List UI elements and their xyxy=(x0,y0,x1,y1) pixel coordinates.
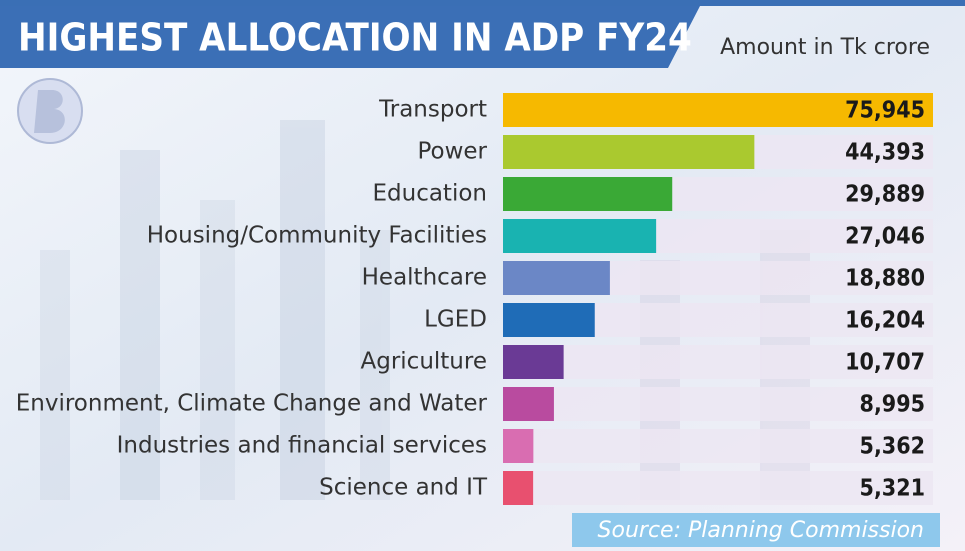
source: Source: Planning Commission xyxy=(598,518,924,543)
category-label: Environment, Climate Change and Water xyxy=(16,391,488,417)
subtitle: Amount in Tk crore xyxy=(720,35,930,60)
value-label: 16,204 xyxy=(845,308,925,334)
bar xyxy=(503,93,933,127)
row-band xyxy=(503,471,933,505)
row-band xyxy=(503,345,933,379)
row-band xyxy=(503,429,933,463)
bar xyxy=(503,219,657,253)
value-label: 75,945 xyxy=(845,98,925,124)
category-label: Healthcare xyxy=(362,265,487,291)
category-label: Science and IT xyxy=(319,475,488,501)
category-label: Transport xyxy=(378,97,487,123)
category-label: Industries and financial services xyxy=(117,433,487,459)
category-label: LGED xyxy=(424,307,487,333)
bar xyxy=(503,429,534,463)
value-label: 18,880 xyxy=(845,266,925,292)
category-label: Education xyxy=(372,181,487,207)
value-label: 27,046 xyxy=(845,224,925,250)
bar xyxy=(503,135,755,169)
bar xyxy=(503,261,610,295)
category-label: Housing/Community Facilities xyxy=(147,223,487,249)
bar xyxy=(503,177,673,211)
value-label: 5,321 xyxy=(860,476,925,502)
bar xyxy=(503,387,554,421)
bar xyxy=(503,345,564,379)
logo-glyph xyxy=(34,90,65,133)
value-label: 10,707 xyxy=(845,350,925,376)
bar xyxy=(503,303,595,337)
chart-title: HIGHEST ALLOCATION IN ADP FY24 xyxy=(18,16,692,60)
value-label: 8,995 xyxy=(860,392,925,418)
top-strip xyxy=(0,0,965,6)
value-label: 44,393 xyxy=(845,140,925,166)
category-label: Power xyxy=(417,139,487,165)
source-box xyxy=(572,513,940,547)
bar xyxy=(503,471,534,505)
category-label: Agriculture xyxy=(361,349,488,375)
value-label: 29,889 xyxy=(845,182,925,208)
title-banner xyxy=(0,6,700,68)
value-label: 5,362 xyxy=(860,434,925,460)
row-band xyxy=(503,387,933,421)
